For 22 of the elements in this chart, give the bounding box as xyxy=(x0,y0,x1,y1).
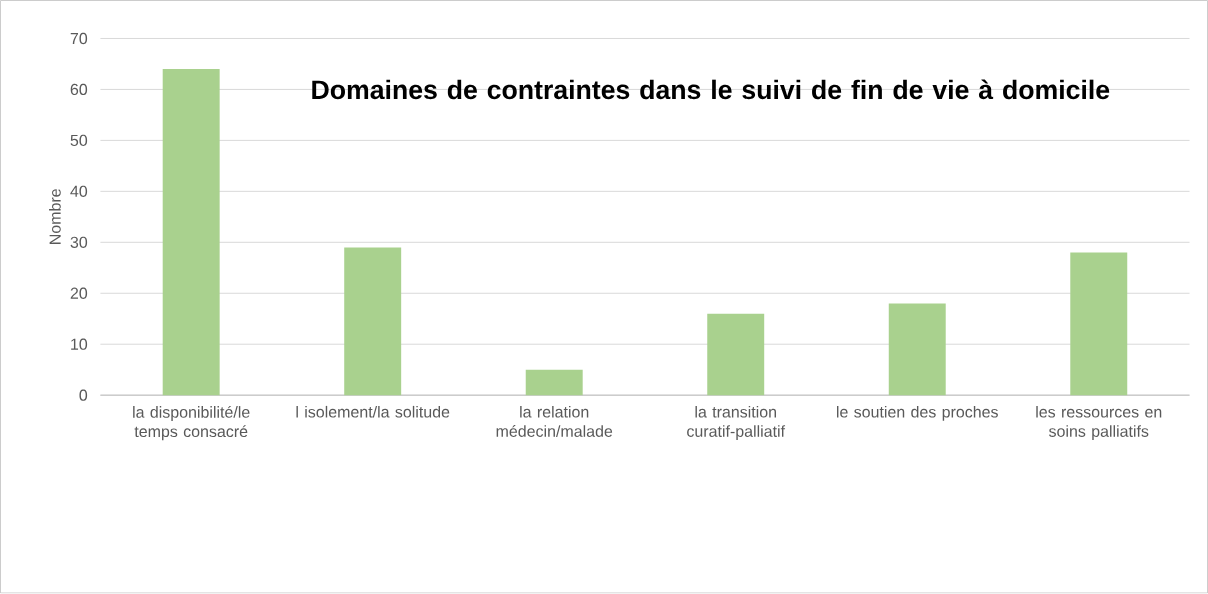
bar xyxy=(344,247,402,396)
x-tick-label: l isolement/la solitude xyxy=(296,406,450,418)
bar xyxy=(1070,252,1128,396)
x-tick-label: la relation médecin/malade xyxy=(496,406,613,438)
x-tick-label: le soutien des proches xyxy=(837,406,998,422)
x-tick-label: la disponibilité/le temps consacré xyxy=(133,406,250,441)
y-tick-label: 0 xyxy=(79,389,88,402)
y-tick-label: 20 xyxy=(70,287,88,300)
y-tick-label: 30 xyxy=(70,236,88,249)
x-tick-label: la transition curatif-palliatif xyxy=(687,406,786,441)
y-tick-label: 50 xyxy=(70,134,88,147)
y-tick-label: 60 xyxy=(70,84,88,96)
bar xyxy=(888,303,946,396)
bar xyxy=(162,69,220,396)
bar xyxy=(707,313,765,396)
x-tick-label: les ressources en soins palliatifs xyxy=(1036,406,1162,441)
bar xyxy=(525,369,583,396)
y-tick-label: 10 xyxy=(71,338,88,351)
text: Domaines de contraintes dans le suivi de fin de vie à domicile xyxy=(312,79,1110,100)
y-tick-label: 40 xyxy=(70,185,88,198)
y-axis-title: Nombre xyxy=(49,189,61,245)
y-tick-label: 70 xyxy=(70,33,88,45)
